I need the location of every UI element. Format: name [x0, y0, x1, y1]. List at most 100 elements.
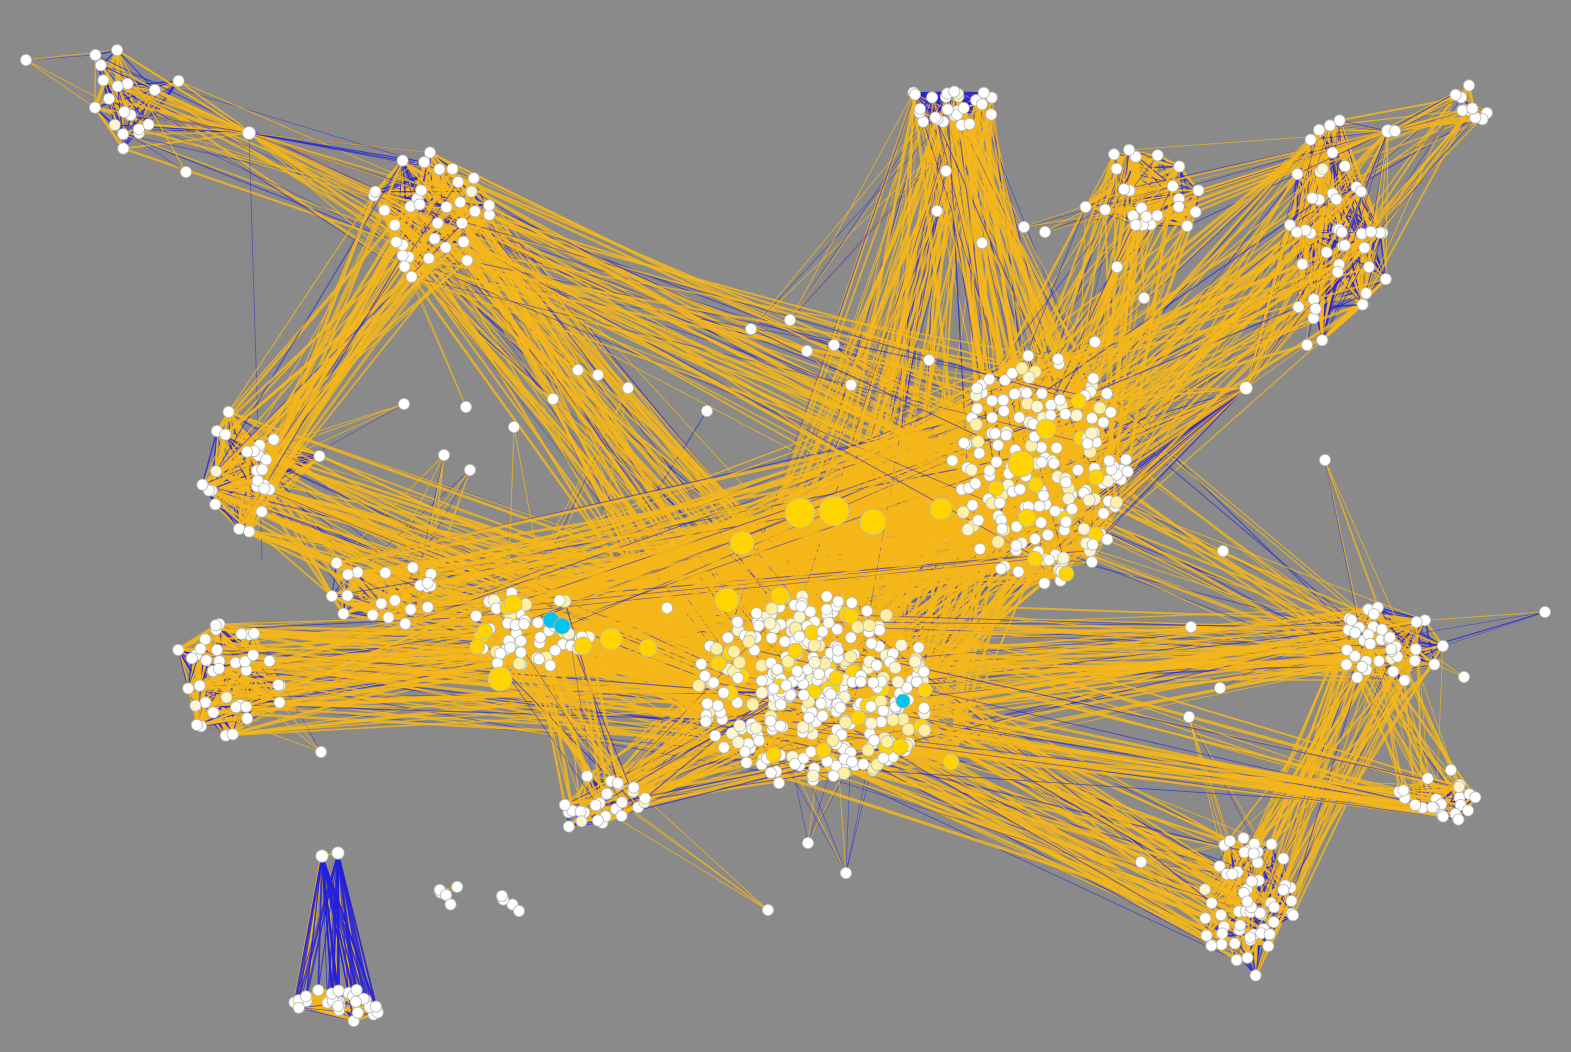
- graph-node[interactable]: [242, 126, 256, 140]
- graph-node[interactable]: [733, 719, 746, 733]
- graph-node[interactable]: [273, 696, 286, 709]
- graph-node[interactable]: [1039, 225, 1052, 238]
- graph-node[interactable]: [1110, 162, 1123, 175]
- graph-node[interactable]: [745, 322, 758, 335]
- graph-node[interactable]: [861, 743, 875, 757]
- graph-node[interactable]: [117, 128, 130, 141]
- graph-node[interactable]: [740, 756, 753, 769]
- graph-node[interactable]: [1304, 133, 1317, 146]
- graph-node[interactable]: [611, 777, 624, 790]
- graph-node[interactable]: [797, 689, 810, 702]
- graph-node[interactable]: [1015, 361, 1029, 375]
- graph-node[interactable]: [721, 631, 734, 644]
- graph-node[interactable]: [415, 184, 428, 197]
- graph-node[interactable]: [990, 455, 1003, 468]
- graph-node[interactable]: [1140, 210, 1153, 223]
- graph-node[interactable]: [233, 522, 246, 535]
- graph-node[interactable]: [1362, 260, 1375, 273]
- graph-node[interactable]: [1010, 520, 1023, 533]
- graph-node[interactable]: [239, 655, 252, 668]
- graph-node[interactable]: [1224, 835, 1237, 848]
- graph-node[interactable]: [341, 589, 354, 602]
- graph-node[interactable]: [404, 603, 417, 616]
- graph-node[interactable]: [1437, 810, 1450, 823]
- graph-node[interactable]: [1364, 225, 1377, 238]
- graph-node[interactable]: [867, 676, 880, 689]
- graph-node[interactable]: [235, 627, 248, 640]
- graph-node[interactable]: [929, 111, 942, 124]
- graph-node[interactable]: [729, 530, 755, 556]
- graph-node[interactable]: [553, 594, 566, 607]
- graph-node[interactable]: [1089, 335, 1102, 348]
- graph-node[interactable]: [971, 402, 984, 415]
- graph-node[interactable]: [1263, 928, 1276, 941]
- graph-node[interactable]: [422, 252, 435, 265]
- graph-node[interactable]: [256, 463, 269, 476]
- graph-node[interactable]: [388, 219, 401, 232]
- graph-node[interactable]: [1306, 192, 1319, 205]
- graph-node[interactable]: [349, 995, 362, 1008]
- graph-node[interactable]: [1463, 79, 1476, 92]
- graph-node[interactable]: [752, 619, 765, 632]
- graph-node[interactable]: [832, 644, 845, 657]
- graph-node[interactable]: [1338, 239, 1351, 252]
- graph-node[interactable]: [971, 435, 985, 449]
- graph-node[interactable]: [931, 204, 944, 217]
- graph-node[interactable]: [1445, 764, 1458, 777]
- graph-node[interactable]: [732, 655, 747, 670]
- graph-node[interactable]: [622, 381, 635, 394]
- graph-node[interactable]: [581, 770, 594, 783]
- graph-node[interactable]: [210, 465, 223, 478]
- graph-node[interactable]: [172, 74, 185, 87]
- graph-node[interactable]: [1037, 489, 1050, 502]
- graph-node[interactable]: [770, 586, 790, 606]
- graph-node[interactable]: [1408, 654, 1421, 667]
- graph-node[interactable]: [828, 670, 844, 686]
- graph-node[interactable]: [1059, 408, 1072, 421]
- graph-node[interactable]: [1088, 469, 1105, 486]
- graph-node[interactable]: [418, 156, 431, 169]
- graph-node[interactable]: [880, 735, 894, 749]
- graph-node[interactable]: [562, 820, 575, 833]
- graph-node[interactable]: [850, 710, 867, 726]
- graph-node[interactable]: [1082, 493, 1096, 507]
- graph-node[interactable]: [1199, 912, 1212, 925]
- graph-node[interactable]: [993, 496, 1006, 509]
- graph-node[interactable]: [1226, 868, 1239, 881]
- graph-node[interactable]: [1247, 847, 1260, 860]
- graph-node[interactable]: [845, 596, 858, 609]
- graph-node[interactable]: [1205, 939, 1218, 952]
- graph-node[interactable]: [1056, 551, 1070, 565]
- graph-node[interactable]: [1241, 895, 1254, 908]
- graph-node[interactable]: [1020, 386, 1033, 399]
- graph-node[interactable]: [862, 618, 876, 633]
- graph-node[interactable]: [727, 644, 741, 659]
- graph-node[interactable]: [258, 482, 271, 495]
- graph-node[interactable]: [1539, 606, 1552, 619]
- graph-node[interactable]: [1234, 919, 1247, 932]
- graph-node[interactable]: [780, 679, 793, 692]
- graph-node[interactable]: [467, 172, 480, 185]
- graph-node[interactable]: [503, 594, 523, 614]
- graph-node[interactable]: [753, 734, 766, 747]
- graph-node[interactable]: [121, 77, 134, 90]
- graph-node[interactable]: [699, 715, 712, 728]
- graph-node[interactable]: [788, 758, 801, 771]
- graph-node[interactable]: [1469, 791, 1482, 804]
- graph-node[interactable]: [243, 525, 256, 538]
- graph-node[interactable]: [971, 382, 984, 395]
- graph-node[interactable]: [891, 738, 909, 756]
- graph-node[interactable]: [989, 427, 1002, 440]
- graph-node[interactable]: [1013, 411, 1026, 424]
- graph-node[interactable]: [963, 117, 976, 130]
- graph-node[interactable]: [1181, 219, 1194, 232]
- graph-node[interactable]: [196, 478, 209, 491]
- graph-node[interactable]: [1086, 412, 1099, 425]
- graph-node[interactable]: [428, 232, 441, 245]
- graph-node[interactable]: [1215, 938, 1228, 951]
- graph-node[interactable]: [891, 675, 905, 689]
- graph-node[interactable]: [1014, 483, 1027, 496]
- graph-node[interactable]: [764, 715, 777, 728]
- graph-node[interactable]: [148, 84, 161, 97]
- graph-node[interactable]: [1066, 503, 1079, 516]
